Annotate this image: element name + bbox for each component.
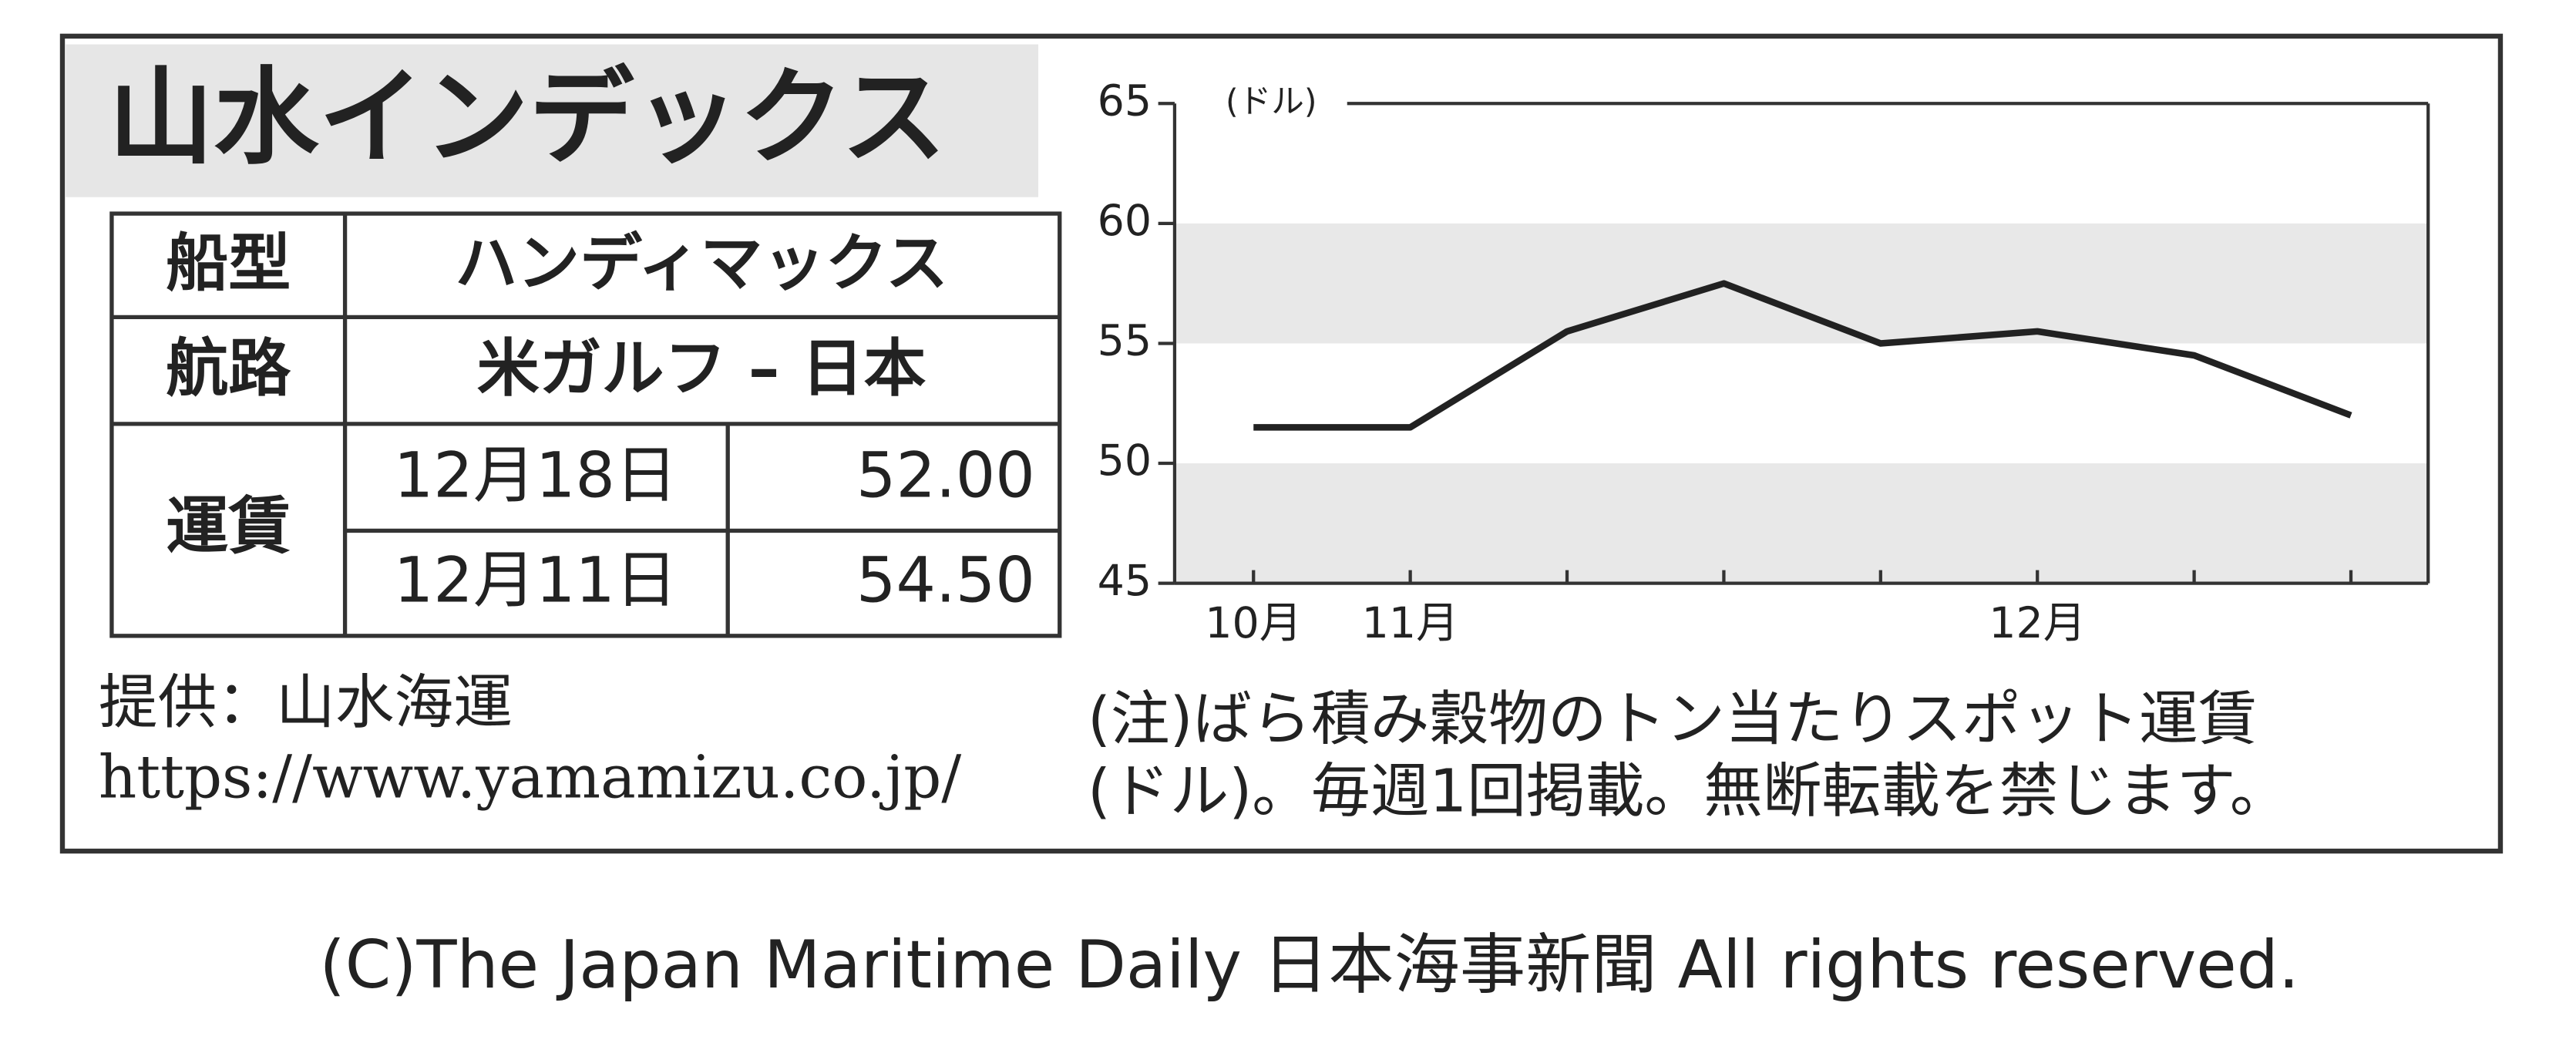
x-tick-label: 12月 — [1989, 599, 2086, 648]
y-axis-label: (ドル) — [1226, 82, 1317, 121]
x-tick-label: 11月 — [1362, 599, 1459, 648]
table: 船型 ハンディマックス 航路 米ガルフ – 日本 運賃 12月18日 52.00… — [166, 227, 1034, 617]
source: 提供：山水海運 — [99, 668, 513, 737]
y-tick-label: 60 — [1098, 197, 1152, 246]
cell: 52.00 — [856, 439, 1035, 512]
cell: 12月18日 — [394, 439, 678, 512]
cell: 航路 — [166, 333, 291, 405]
note: (注)ばら積み穀物のトン当たりスポット運賃 — [1088, 685, 2258, 754]
y-tick-label: 65 — [1098, 76, 1152, 126]
cell: 54.50 — [856, 545, 1035, 617]
source-url: https://www.yamamizu.co.jp/ — [99, 744, 962, 813]
cell: 船型 — [166, 227, 291, 300]
line — [1253, 280, 2352, 431]
cell: ハンディマックス — [455, 227, 948, 300]
y-tick-label: 50 — [1098, 436, 1152, 486]
frame — [59, 33, 2504, 854]
y-tick-label: 55 — [1098, 317, 1152, 366]
table-grid — [109, 211, 1062, 638]
x-tick-label: 10月 — [1205, 599, 1302, 648]
copyright: (C)The Japan Maritime Daily 日本海事新聞 All r… — [319, 927, 2299, 1004]
title: 山水インデックス — [109, 57, 947, 180]
cell: 運賃 — [166, 490, 291, 563]
band — [1174, 223, 2429, 344]
note: (ドル)。毎週1回掲載。無断転載を禁じます。 — [1088, 758, 2289, 826]
cell: 米ガルフ – 日本 — [477, 333, 926, 405]
band — [1174, 463, 2429, 584]
y-tick-label: 45 — [1098, 557, 1152, 606]
title-bg — [66, 44, 1039, 197]
cell: 12月11日 — [394, 545, 678, 617]
